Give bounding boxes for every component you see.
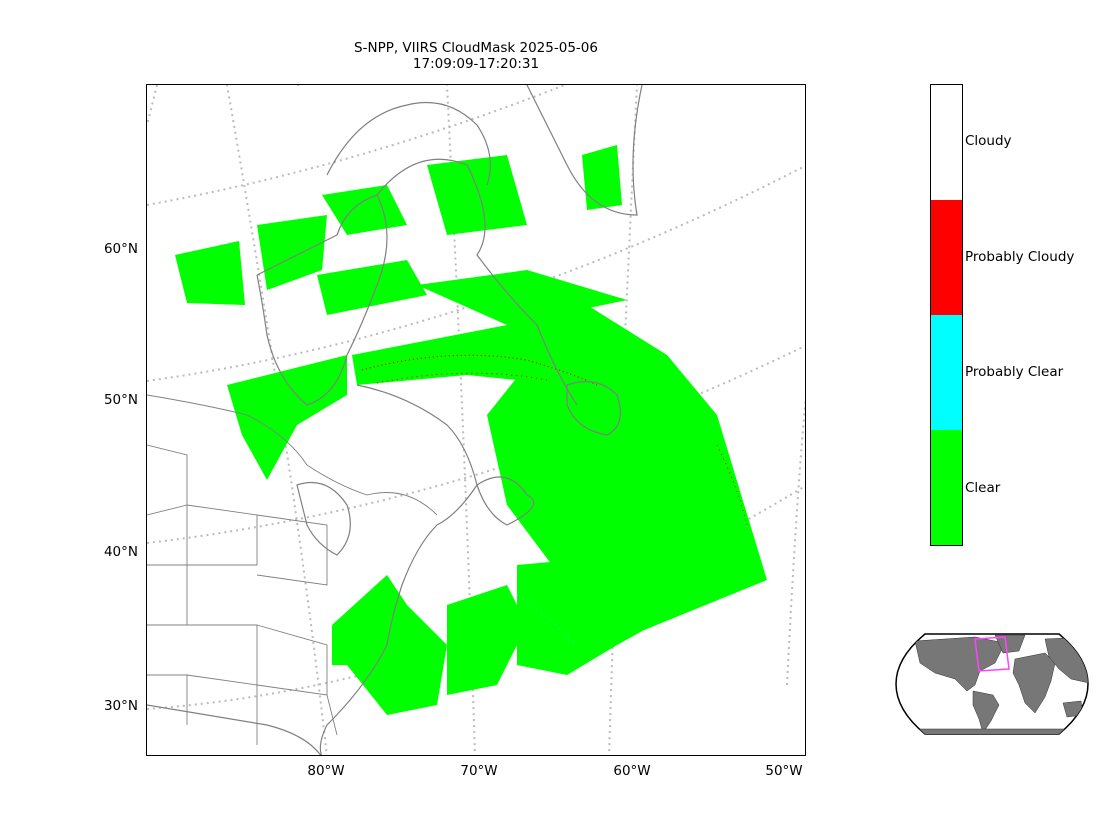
- clear-region-ontario: [227, 355, 347, 480]
- clear-region-quebec-north: [317, 260, 427, 315]
- lat-gridline-40: [147, 344, 805, 544]
- border-states-3: [256, 514, 328, 586]
- title-line-1: S-NPP, VIIRS CloudMask 2025-05-06: [354, 40, 598, 56]
- border-states-5: [186, 624, 258, 686]
- map-canvas: [147, 85, 805, 755]
- border-states-4: [147, 564, 188, 626]
- title-line-2: 17:09:09-17:20:31: [412, 56, 540, 72]
- clear-region-labrador-coast: [417, 270, 627, 325]
- lon-gridline-60: [608, 85, 638, 755]
- globe-region-outline: [974, 636, 1010, 672]
- lat-tick-label: 30°N: [103, 698, 138, 714]
- border-canada-us: [147, 394, 438, 516]
- cloudmask-colorbar: [930, 84, 963, 546]
- border-states-2: [186, 504, 258, 566]
- border-states-7: [147, 674, 188, 725]
- colorbar-segment-probably-clear: [931, 315, 962, 430]
- lon-gridline-90: [147, 85, 158, 126]
- clear-region-baffin-north: [322, 185, 407, 235]
- lon-tick-label: 60°W: [613, 763, 651, 779]
- colorbar-segment-clear: [931, 430, 962, 545]
- clear-region-labrador-west: [175, 241, 245, 305]
- globe-north-america: [914, 636, 1006, 692]
- probably-cloudy-band: [361, 354, 598, 386]
- locator-globe-inset: [895, 633, 1089, 739]
- main-map: [146, 84, 806, 756]
- state-borders: [147, 394, 438, 745]
- cloudmask-speckle: [361, 354, 748, 646]
- colorbar-label-probably-clear: Probably Clear: [965, 364, 1064, 380]
- colorbar-segment-probably-cloudy: [931, 200, 962, 315]
- border-states-8: [256, 685, 338, 745]
- coastline-newfoundland: [566, 381, 621, 436]
- globe-greenland: [994, 634, 1026, 654]
- coastline-labrador: [376, 158, 578, 406]
- lon-gridline-50: [786, 395, 805, 686]
- coastline-east-us: [319, 484, 478, 755]
- lat-tick-label: 50°N: [103, 392, 138, 408]
- clear-region-greenland: [582, 145, 622, 210]
- colorbar-label-probably-cloudy: Probably Cloudy: [965, 249, 1075, 265]
- lon-tick-label: 80°W: [307, 763, 345, 779]
- lat-tick-label: 60°N: [103, 241, 138, 257]
- coastline-maritimes: [476, 476, 535, 526]
- lon-gridline-80: [226, 85, 328, 755]
- cloudmask-swath: [175, 145, 767, 715]
- coastline-gulf: [147, 704, 322, 755]
- map-title: S-NPP, VIIRS CloudMask 2025-05-06 17:09:…: [146, 40, 806, 72]
- clear-region-gulf-stream: [447, 585, 527, 695]
- coastlines: [147, 85, 643, 755]
- colorbar-label-cloudy: Cloudy: [965, 133, 1012, 149]
- lat-tick-label: 40°N: [103, 544, 138, 560]
- coastline-great-lakes: [296, 481, 351, 556]
- coastline-hudson-bay: [256, 194, 388, 406]
- border-states-6: [256, 624, 328, 696]
- probably-clear-band: [516, 594, 578, 646]
- clear-region-atlantic-south: [517, 555, 707, 675]
- clear-region-baffin-east: [427, 155, 527, 235]
- globe-canvas: [895, 633, 1089, 735]
- clear-region-hudson: [257, 215, 327, 290]
- lon-tick-label: 70°W: [460, 763, 498, 779]
- coastline-greenland: [526, 85, 643, 216]
- globe-south-america: [972, 690, 1000, 734]
- coastline-baffin: [326, 101, 491, 186]
- border-states-1: [147, 444, 188, 516]
- clear-region-east-coast: [332, 575, 447, 715]
- coastline-st-lawrence: [356, 384, 478, 486]
- lon-tick-label: 50°W: [765, 763, 803, 779]
- colorbar-label-clear: Clear: [965, 480, 1001, 496]
- colorbar-segment-cloudy: [931, 85, 962, 200]
